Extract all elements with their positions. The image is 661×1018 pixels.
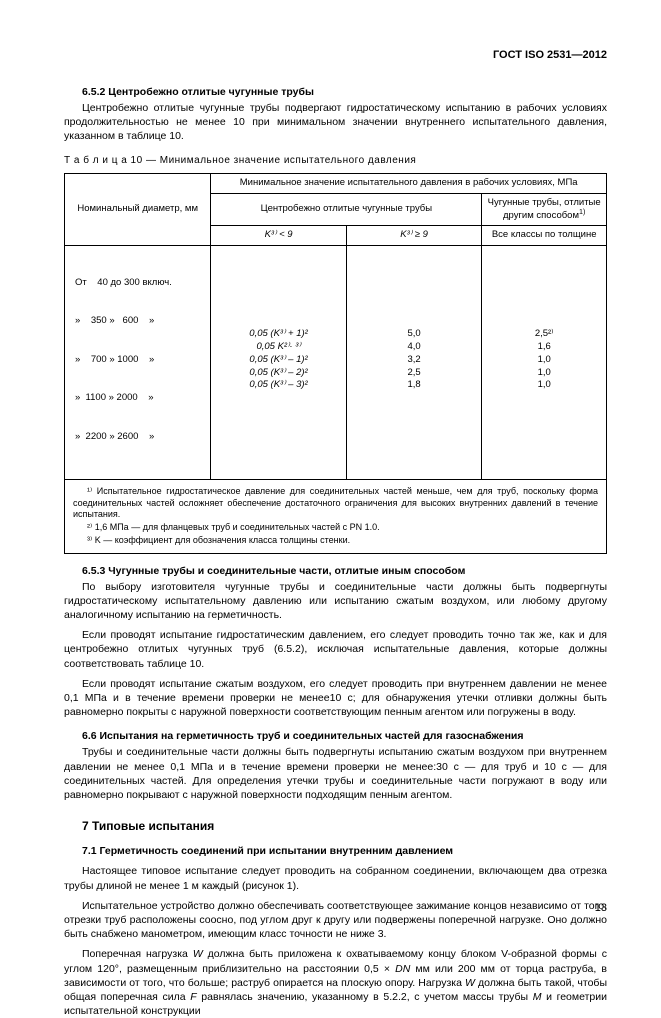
table-cell: От 40 до 300 включ. » 350 » 600 » » 700 … [65, 246, 211, 480]
document-code: ГОСТ ISO 2531—2012 [64, 48, 607, 63]
th-k-ge-9: K³⁾ ≥ 9 [346, 226, 482, 246]
para-6-5-3-2: Если проводят испытание гидростатическим… [64, 628, 607, 671]
para-6-6-1: Трубы и соединительные части должны быть… [64, 745, 607, 802]
para-6-5-3-3: Если проводят испытание сжатым воздухом,… [64, 677, 607, 720]
table-10-caption: Т а б л и ц а 10 — Минимальное значение … [64, 154, 607, 168]
para-6-5-2-1: Центробежно отлитые чугунные трубы подве… [64, 101, 607, 144]
table-cell: 5,0 4,0 3,2 2,5 1,8 [346, 246, 482, 480]
para-7-1-2: Испытательное устройство должно обеспечи… [64, 899, 607, 942]
para-7-1-3: Поперечная нагрузка W должна быть прилож… [64, 947, 607, 1018]
heading-7-1: 7.1 Герметичность соединений при испытан… [64, 844, 607, 858]
table-cell: 0,05 (K³⁾ + 1)² 0,05 K²⁾· ³⁾ 0,05 (K³⁾ –… [211, 246, 347, 480]
heading-6-6: 6.6 Испытания на герметичность труб и со… [64, 729, 607, 743]
th-other-method: Чугунные трубы, отлитые другим способом1… [482, 193, 607, 226]
table-notes: ¹⁾ Испытательное гидростатическое давлен… [65, 480, 607, 553]
th-k-lt-9: K³⁾ < 9 [211, 226, 347, 246]
para-7-1-1: Настоящее типовое испытание следует пров… [64, 864, 607, 892]
heading-7: 7 Типовые испытания [64, 818, 607, 834]
heading-6-5-3: 6.5.3 Чугунные трубы и соединительные ча… [64, 564, 607, 578]
page-number: 13 [595, 901, 607, 916]
th-all-classes: Все классы по толщине [482, 226, 607, 246]
table-10: Номинальный диаметр, мм Минимальное знач… [64, 173, 607, 554]
heading-6-5-2: 6.5.2 Центробежно отлитые чугунные трубы [64, 85, 607, 99]
th-centrifugal: Центробежно отлитые чугунные трубы [211, 193, 482, 226]
table-cell: 2,5²⁾ 1,6 1,0 1,0 1,0 [482, 246, 607, 480]
th-top: Минимальное значение испытательного давл… [211, 174, 607, 194]
para-6-5-3-1: По выбору изготовителя чугунные трубы и … [64, 580, 607, 623]
th-diameter: Номинальный диаметр, мм [65, 174, 211, 246]
